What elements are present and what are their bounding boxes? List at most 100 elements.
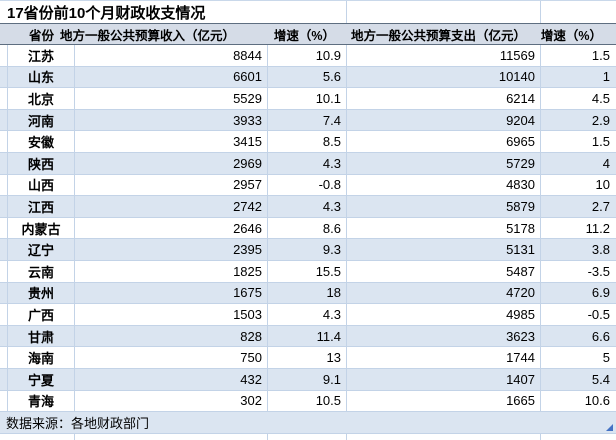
expenditure-growth-cell[interactable]: 6.6: [591, 328, 610, 344]
revenue-cell[interactable]: 2646: [75, 217, 268, 239]
expenditure-cell[interactable]: 4985: [347, 304, 541, 325]
revenue-growth-cell[interactable]: 11.4: [268, 325, 347, 347]
source-row[interactable]: 数据来源：各地财政部门: [0, 412, 616, 434]
revenue-growth-cell[interactable]: 13: [268, 347, 347, 368]
province-cell[interactable]: 甘肃: [8, 325, 75, 347]
province-cell[interactable]: 云南: [8, 260, 75, 282]
expenditure-growth-cell[interactable]: 1: [602, 69, 610, 85]
expenditure-growth-cell[interactable]: 5.4: [591, 371, 610, 387]
table-row[interactable]: 宁夏 432 9.1 1407 5.4: [0, 368, 616, 391]
table-row[interactable]: 陕西 2969 4.3 5729 4: [0, 152, 616, 175]
table-row[interactable]: 辽宁 2395 9.3 5131 3.8: [0, 239, 616, 261]
revenue-growth-cell[interactable]: 10.9: [268, 45, 347, 66]
revenue-cell[interactable]: 2395: [75, 239, 268, 260]
revenue-growth-cell[interactable]: 10.5: [268, 390, 347, 412]
table-row[interactable]: 海南 750 13 1744 5: [0, 347, 616, 369]
province-cell[interactable]: 江西: [8, 196, 75, 217]
table-row[interactable]: 甘肃 828 11.4 3623 6.6: [0, 325, 616, 348]
province-cell[interactable]: 江苏: [8, 45, 75, 66]
table-row[interactable]: 广西 1503 4.3 4985 -0.5: [0, 304, 616, 326]
province-cell[interactable]: 广西: [8, 304, 75, 325]
revenue-cell[interactable]: 432: [75, 368, 268, 390]
expenditure-growth-cell[interactable]: 11.2: [585, 220, 610, 236]
revenue-cell[interactable]: 2969: [75, 152, 268, 174]
expenditure-cell[interactable]: 5131: [347, 239, 541, 260]
revenue-cell[interactable]: 302: [75, 390, 268, 412]
expenditure-cell[interactable]: 5178: [347, 217, 541, 239]
expenditure-growth-cell[interactable]: 1.5: [591, 134, 610, 150]
province-cell[interactable]: 北京: [8, 88, 75, 109]
province-cell[interactable]: 安徽: [8, 131, 75, 152]
revenue-growth-cell[interactable]: 5.6: [268, 66, 347, 88]
revenue-growth-cell[interactable]: -0.8: [268, 174, 347, 196]
revenue-growth-cell[interactable]: 18: [268, 282, 347, 304]
revenue-cell[interactable]: 5529: [75, 88, 268, 109]
column-header-expenditure[interactable]: 地方一般公共预算支出（亿元）: [347, 24, 541, 44]
revenue-cell[interactable]: 2957: [75, 174, 268, 196]
table-row[interactable]: 云南 1825 15.5 5487 -3.5: [0, 260, 616, 283]
revenue-cell[interactable]: 6601: [75, 66, 268, 88]
table-row[interactable]: 河南 3933 7.4 9204 2.9: [0, 109, 616, 132]
province-cell[interactable]: 辽宁: [8, 239, 75, 260]
revenue-growth-cell[interactable]: 9.3: [268, 239, 347, 260]
expenditure-cell[interactable]: 5729: [347, 152, 541, 174]
province-cell[interactable]: 山东: [8, 66, 75, 88]
expenditure-cell[interactable]: 4830: [347, 174, 541, 196]
table-row[interactable]: 安徽 3415 8.5 6965 1.5: [0, 131, 616, 153]
expenditure-growth-cell[interactable]: 10.6: [584, 393, 610, 409]
province-cell[interactable]: 宁夏: [8, 368, 75, 390]
revenue-growth-cell[interactable]: 4.3: [268, 152, 347, 174]
revenue-growth-cell[interactable]: 8.5: [268, 131, 347, 152]
expenditure-cell[interactable]: 1744: [347, 347, 541, 368]
expenditure-cell[interactable]: 3623: [347, 325, 541, 347]
province-cell[interactable]: 贵州: [8, 282, 75, 304]
expenditure-growth-cell[interactable]: 3.8: [591, 242, 610, 258]
expenditure-growth-cell[interactable]: 4: [602, 155, 610, 171]
revenue-growth-cell[interactable]: 4.3: [268, 196, 347, 217]
revenue-cell[interactable]: 828: [75, 325, 268, 347]
revenue-growth-cell[interactable]: 7.4: [268, 109, 347, 131]
expenditure-growth-cell[interactable]: 6.9: [591, 285, 610, 301]
province-cell[interactable]: 内蒙古: [8, 217, 75, 239]
province-cell[interactable]: 山西: [8, 174, 75, 196]
revenue-cell[interactable]: 8844: [75, 45, 268, 66]
expenditure-growth-cell[interactable]: -3.5: [587, 263, 610, 279]
expenditure-growth-cell[interactable]: 5: [602, 350, 610, 366]
column-header-expenditure-growth[interactable]: 增速（%）: [541, 24, 616, 44]
revenue-growth-cell[interactable]: 8.6: [268, 217, 347, 239]
revenue-cell[interactable]: 3415: [75, 131, 268, 152]
revenue-growth-cell[interactable]: 4.3: [268, 304, 347, 325]
revenue-cell[interactable]: 1825: [75, 260, 268, 282]
column-header-province[interactable]: 省份: [8, 24, 75, 44]
expenditure-cell[interactable]: 9204: [347, 109, 541, 131]
expenditure-cell[interactable]: 4720: [347, 282, 541, 304]
revenue-cell[interactable]: 3933: [75, 109, 268, 131]
revenue-growth-cell[interactable]: 9.1: [268, 368, 347, 390]
expenditure-growth-cell[interactable]: 2.7: [591, 198, 610, 214]
revenue-growth-cell[interactable]: 10.1: [268, 88, 347, 109]
expenditure-cell[interactable]: 6214: [347, 88, 541, 109]
expenditure-cell[interactable]: 5879: [347, 196, 541, 217]
expenditure-cell[interactable]: 5487: [347, 260, 541, 282]
revenue-cell[interactable]: 2742: [75, 196, 268, 217]
table-row[interactable]: 江苏 8844 10.9 11569 1.5: [0, 45, 616, 67]
title-row[interactable]: 17省份前10个月财政收支情况: [0, 1, 616, 23]
column-header-revenue[interactable]: 地方一般公共预算收入（亿元）: [60, 24, 268, 44]
expenditure-cell[interactable]: 1665: [347, 390, 541, 412]
expenditure-growth-cell[interactable]: -0.5: [587, 306, 610, 322]
table-row[interactable]: 山东 6601 5.6 10140 1: [0, 66, 616, 89]
table-row[interactable]: 内蒙古 2646 8.6 5178 11.2: [0, 217, 616, 240]
table-row[interactable]: 江西 2742 4.3 5879 2.7: [0, 196, 616, 218]
column-header-revenue-growth[interactable]: 增速（%）: [268, 24, 347, 44]
expenditure-cell[interactable]: 1407: [347, 368, 541, 390]
revenue-cell[interactable]: 750: [75, 347, 268, 368]
table-row[interactable]: 青海 302 10.5 1665 10.6: [0, 390, 616, 413]
expenditure-growth-cell[interactable]: 10: [595, 177, 610, 193]
province-cell[interactable]: 陕西: [8, 152, 75, 174]
table-row[interactable]: 贵州 1675 18 4720 6.9: [0, 282, 616, 305]
expenditure-growth-cell[interactable]: 4.5: [591, 90, 610, 106]
expenditure-cell[interactable]: 10140: [347, 66, 541, 88]
expenditure-growth-cell[interactable]: 2.9: [591, 112, 610, 128]
expenditure-cell[interactable]: 11569: [347, 45, 541, 66]
expenditure-cell[interactable]: 6965: [347, 131, 541, 152]
